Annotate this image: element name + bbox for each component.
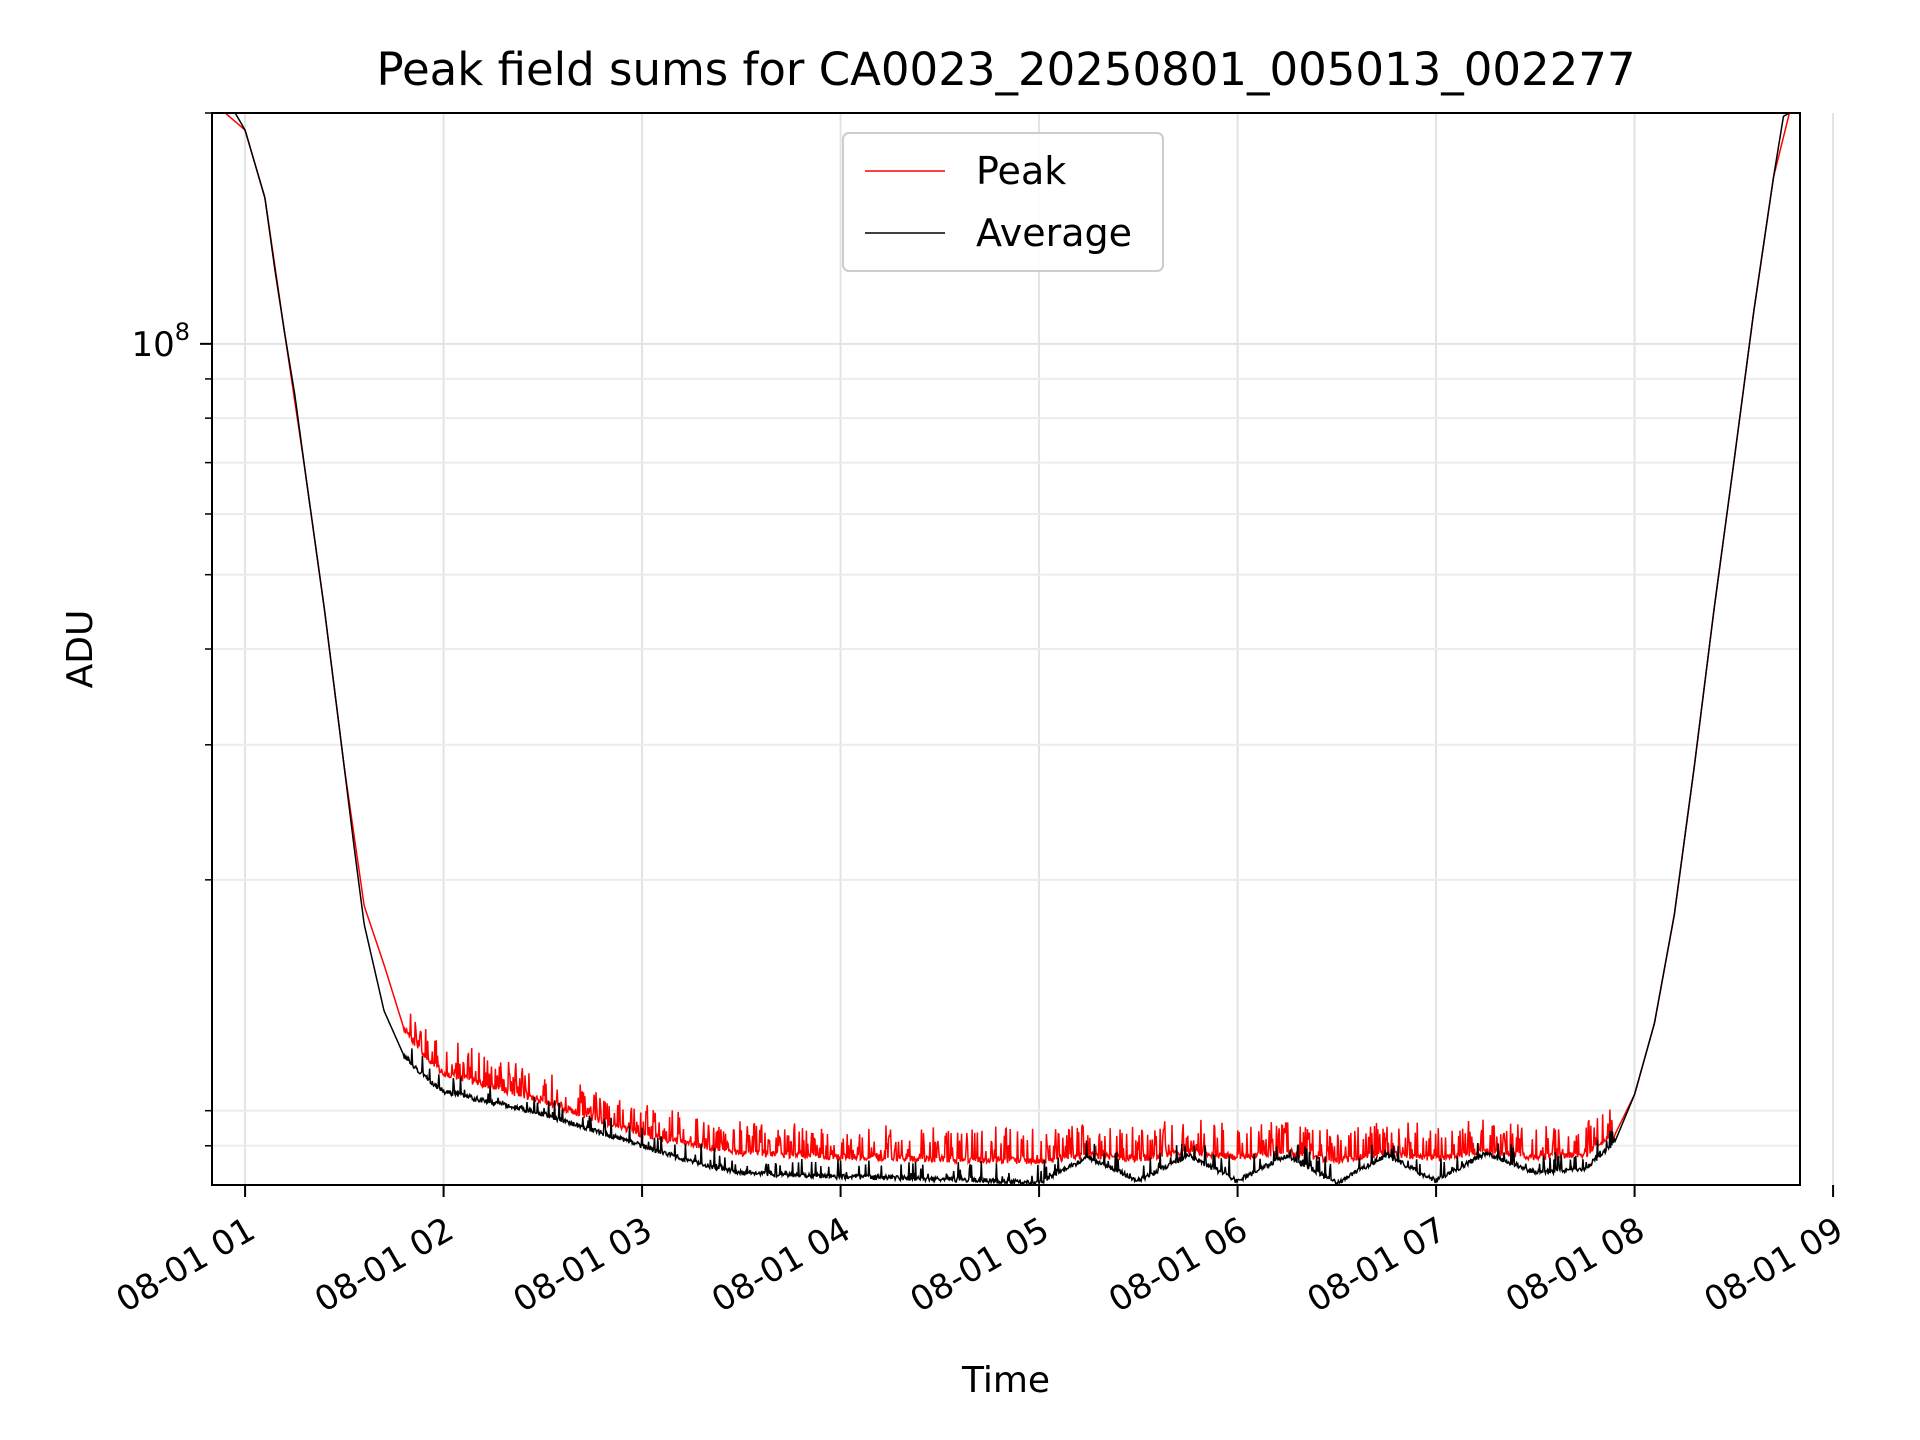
y-tick-label: 108: [131, 318, 190, 365]
series-layer: [212, 113, 1791, 1185]
y-axis-label: ADU: [60, 610, 101, 689]
legend-label-average: Average: [976, 211, 1132, 255]
series-line-average: [212, 113, 1790, 1185]
legend-box: [842, 132, 1164, 272]
chart-title: Peak field sums for CA0023_20250801_0050…: [376, 43, 1635, 96]
legend-label-peak: Peak: [976, 149, 1066, 193]
x-axis-label: Time: [961, 1360, 1050, 1401]
series-line-peak: [212, 113, 1791, 1167]
legend: Peak Average: [842, 132, 1164, 272]
